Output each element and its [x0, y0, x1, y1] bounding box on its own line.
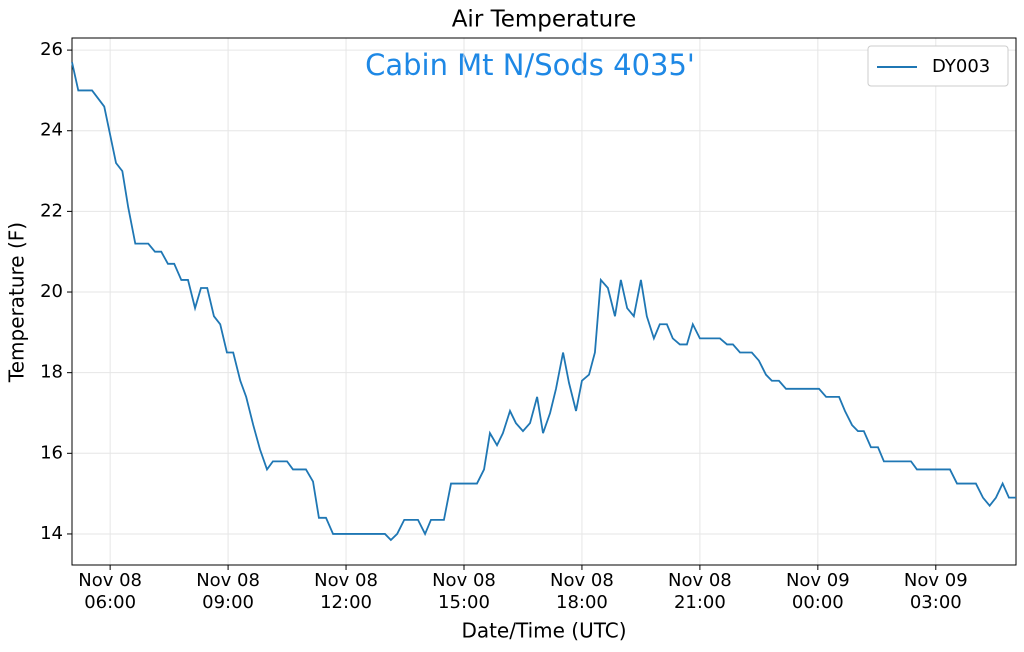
y-tick-label: 22 [40, 200, 63, 221]
chart-title: Air Temperature [452, 7, 637, 33]
x-tick-label: Nov 09 03:00 [903, 570, 968, 613]
x-tick-label: Nov 09 00:00 [785, 570, 850, 613]
x-tick-label: Nov 08 21:00 [668, 570, 732, 613]
x-tick-label: Nov 08 18:00 [550, 570, 614, 613]
x-tick-label: Nov 08 06:00 [78, 570, 142, 613]
annotation: Cabin Mt N/Sods 4035' [365, 48, 695, 82]
plot-frame [71, 37, 1017, 566]
x-tick-label: Nov 08 12:00 [314, 570, 378, 613]
y-tick-label: 24 [40, 120, 63, 141]
legend-box [867, 45, 1009, 87]
x-axis-label: Date/Time (UTC) [461, 619, 626, 643]
y-tick-label: 20 [40, 281, 63, 302]
y-tick-label: 26 [40, 39, 63, 60]
legend-label: DY003 [932, 56, 990, 77]
y-axis-label: Temperature (F) [5, 222, 29, 383]
y-tick-label: 16 [40, 442, 63, 463]
y-tick-label: 18 [40, 362, 63, 383]
y-tick-label: 14 [40, 523, 63, 544]
x-tick-label: Nov 08 15:00 [432, 570, 496, 613]
data-line [71, 61, 1016, 542]
x-tick-label: Nov 08 09:00 [196, 570, 260, 613]
